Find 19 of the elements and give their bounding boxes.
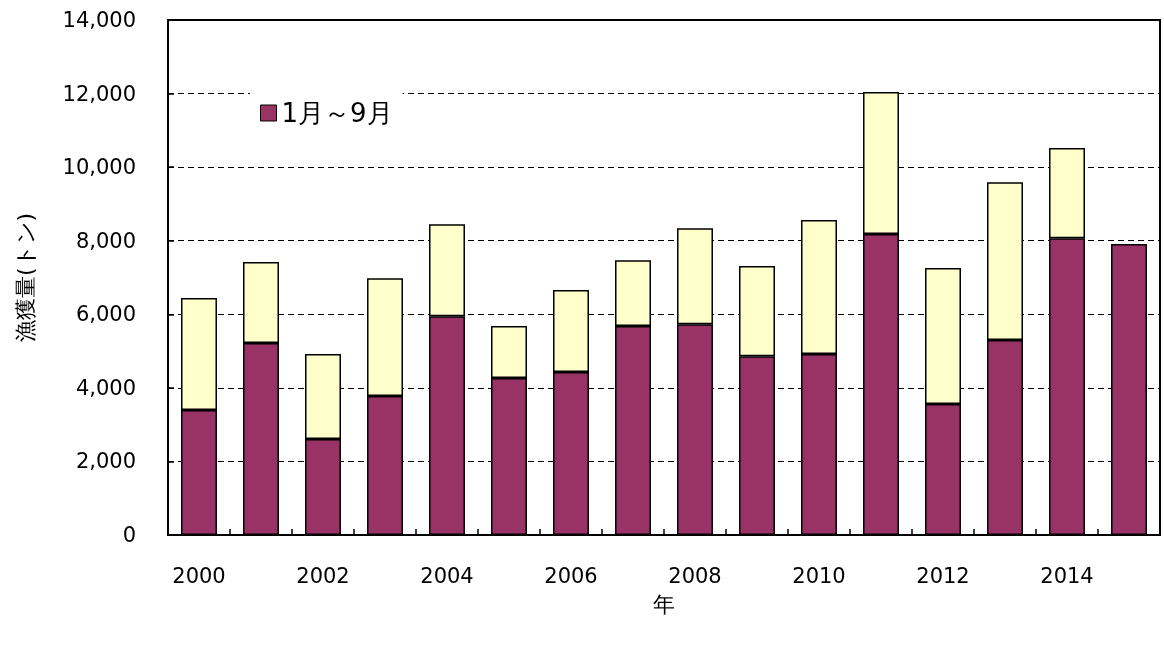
x-axis-title: 年 <box>653 591 675 617</box>
y-axis-title: 漁獲量(トン) <box>12 212 38 343</box>
x-tick-label: 2014 <box>1040 563 1094 588</box>
x-tick-label: 2006 <box>544 563 598 588</box>
y-tick-label: 4,000 <box>75 375 136 400</box>
y-tick-label: 8,000 <box>75 228 136 253</box>
x-tick-label: 2000 <box>172 563 226 588</box>
x-tick-label: 2002 <box>296 563 350 588</box>
y-tick-label: 2,000 <box>75 449 136 474</box>
x-tick-label: 2008 <box>668 563 722 588</box>
x-tick-label: 2004 <box>420 563 474 588</box>
x-tick-label: 2012 <box>916 563 970 588</box>
legend-label: 1月～9月 <box>281 98 393 128</box>
y-tick-label: 12,000 <box>62 81 136 106</box>
y-tick-label: 0 <box>122 523 136 547</box>
x-tick-label: 2010 <box>792 563 846 588</box>
y-tick-label: 6,000 <box>75 302 136 327</box>
y-tick-label: 10,000 <box>62 155 136 180</box>
y-tick-label: 14,000 <box>62 8 136 32</box>
